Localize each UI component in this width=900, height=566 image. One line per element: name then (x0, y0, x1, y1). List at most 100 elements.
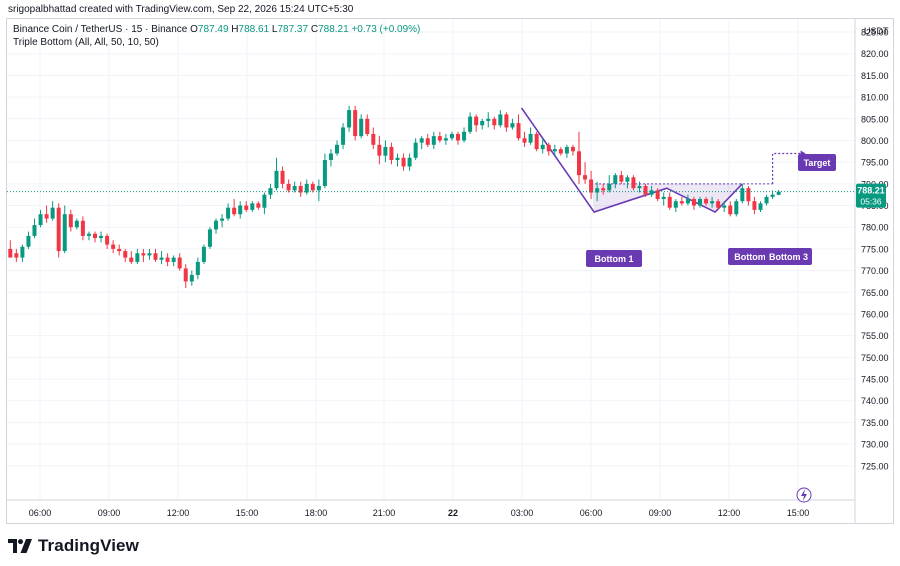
candle (214, 218, 218, 234)
candle (220, 214, 225, 228)
candle (764, 194, 769, 206)
candle (341, 123, 346, 150)
candle-body (498, 114, 503, 126)
candle-body (564, 146, 569, 154)
open-label: O (190, 24, 198, 35)
candle-body (673, 201, 678, 208)
time-tick-label: 06:00 (29, 508, 52, 518)
candle-body (486, 118, 491, 121)
candle (147, 248, 152, 260)
candle-body (589, 179, 594, 193)
time-tick-label: 09:00 (649, 508, 672, 518)
candle (740, 183, 745, 204)
candle (734, 199, 739, 217)
candle-body (232, 207, 237, 215)
candle (189, 270, 194, 286)
candle (540, 138, 545, 154)
candle-body (359, 118, 364, 137)
candle (165, 253, 170, 267)
price-tick-label: 825.00 (861, 28, 889, 38)
bottom-1-label: Bottom 1 (586, 250, 642, 267)
candle-body (153, 253, 158, 260)
candle-body (716, 201, 721, 208)
creator-caption: srigopalbhattad created with TradingView… (8, 4, 354, 15)
candle (207, 227, 212, 249)
candle-body (383, 146, 388, 156)
change-value: +0.73 (+0.09%) (351, 24, 421, 35)
candle-body (292, 186, 297, 191)
candle (117, 244, 122, 256)
candle-body (667, 196, 672, 208)
candle-body (474, 116, 479, 126)
candle-body (171, 257, 176, 262)
candle-body (649, 190, 654, 195)
price-axis: 825.00 820.00 815.00 810.00 805.00 800.00 795.… (854, 19, 889, 523)
price-tick-label: 820.00 (861, 49, 889, 59)
candle (383, 140, 388, 163)
candle (558, 146, 563, 156)
candle-body (534, 133, 539, 150)
candle (347, 105, 352, 132)
candle (589, 170, 594, 200)
low-value: 787.37 (277, 24, 309, 35)
time-tick-label: 09:00 (98, 508, 121, 518)
candle-body (601, 188, 606, 191)
candle-body (220, 218, 225, 221)
candle-body (32, 225, 37, 236)
candle (667, 192, 672, 210)
candle (728, 201, 733, 217)
candle-body (86, 233, 91, 236)
candle-body (189, 274, 194, 282)
target-projection (771, 152, 801, 184)
candle-body (20, 246, 25, 258)
target-label: Target (798, 154, 836, 171)
time-tick-label: 18:00 (305, 508, 328, 518)
last-price-badge (856, 183, 886, 208)
countdown-value: 05:36 (860, 197, 882, 207)
tradingview-logo[interactable]: TradingView (8, 536, 139, 556)
candle-body (328, 153, 333, 160)
price-tick-label: 770.00 (861, 266, 889, 276)
candle (504, 112, 509, 132)
candle-body (322, 159, 327, 187)
candle-body (268, 188, 273, 195)
candle-body (776, 191, 781, 195)
candle (238, 201, 243, 219)
price-tick-label: 795.00 (861, 158, 889, 168)
candle (111, 240, 116, 254)
candle (153, 248, 158, 262)
candle-body (80, 220, 85, 236)
candle (20, 244, 25, 262)
candle (93, 231, 97, 243)
price-tick-label: 815.00 (861, 71, 889, 81)
candle-body (395, 157, 400, 160)
candle (607, 175, 612, 193)
price-tick-label: 780.00 (861, 223, 889, 233)
candle-body (631, 177, 636, 189)
candle-body (44, 214, 49, 219)
candle-body (68, 214, 73, 228)
bottom-1-label-text: Bottom 1 (595, 254, 634, 264)
candle-body (347, 110, 352, 128)
candle (716, 199, 721, 210)
candle-body (492, 118, 497, 126)
candle-body (764, 196, 769, 204)
candle-body (558, 149, 563, 154)
candle-body (62, 214, 67, 252)
chart-panel[interactable] (6, 18, 894, 524)
candlestick-series (8, 105, 781, 288)
candle (698, 196, 702, 208)
candle-body (456, 133, 460, 141)
candle-body (8, 248, 13, 258)
candle (371, 127, 376, 150)
indicator-label[interactable]: Triple Bottom (All, All, 50, 10, 50) (13, 37, 159, 48)
candle (564, 144, 569, 158)
candle (256, 201, 261, 210)
price-tick-label: 765.00 (861, 288, 889, 298)
candle (468, 112, 473, 134)
candle (679, 196, 684, 206)
price-tick-label: 755.00 (861, 331, 889, 341)
candle-body (341, 127, 346, 145)
